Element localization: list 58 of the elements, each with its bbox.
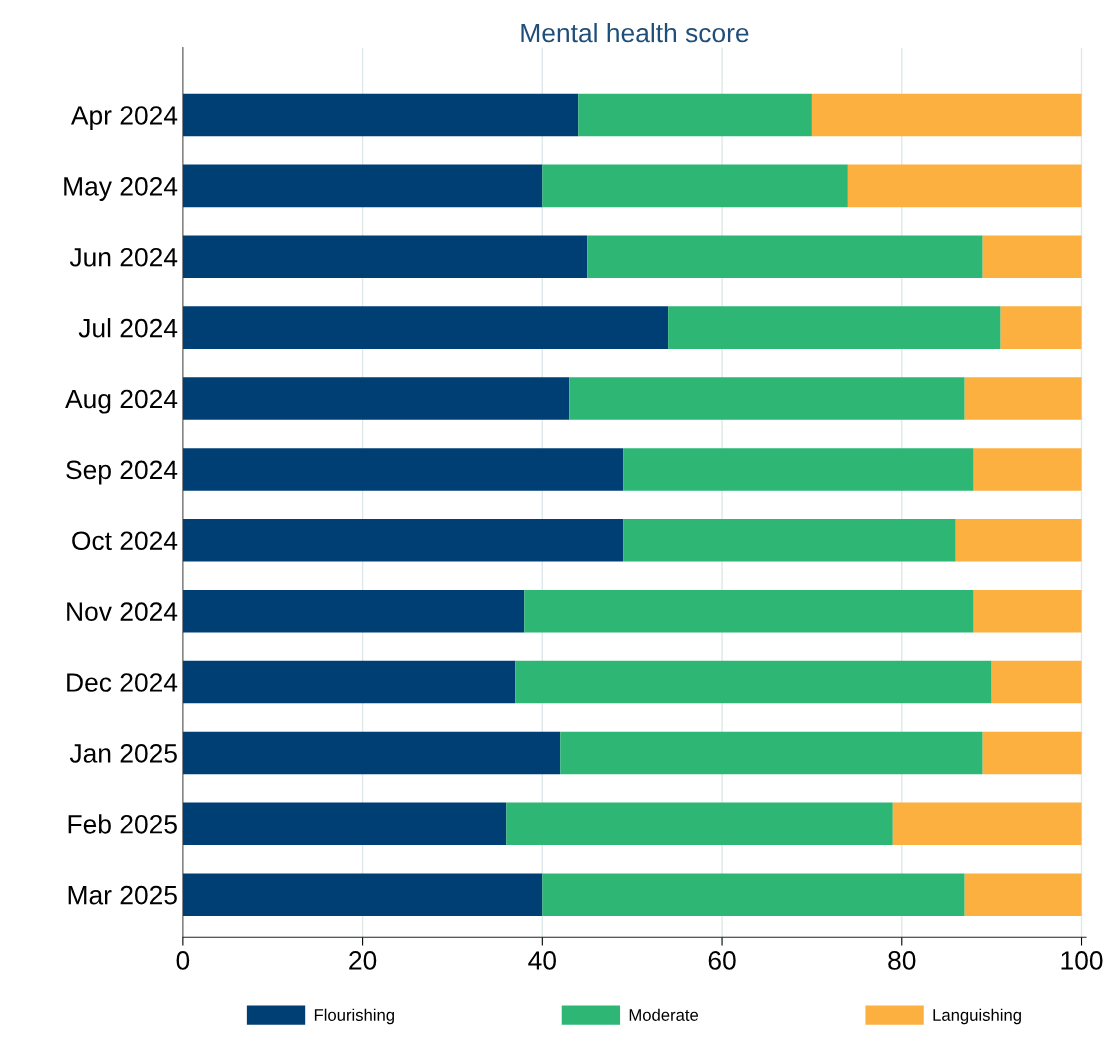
bar [892, 802, 1082, 846]
bar [587, 235, 983, 279]
bar [524, 589, 974, 633]
bar [623, 448, 974, 491]
bar [182, 873, 543, 916]
bar [569, 377, 965, 420]
bar [991, 660, 1082, 704]
bar [578, 93, 812, 137]
x-tick-label: 40 [528, 951, 556, 970]
bar [847, 164, 1082, 208]
bar [542, 873, 965, 916]
bar [982, 235, 1082, 279]
bar [182, 164, 543, 208]
bar [515, 660, 992, 704]
x-tick-label: 100 [1061, 951, 1103, 970]
legend-label: Languishing [933, 1008, 1021, 1025]
y-tick-label: Mar 2025 [68, 885, 177, 905]
bar [560, 731, 983, 775]
y-tick-label: Sep 2024 [66, 460, 178, 485]
bar [623, 519, 956, 562]
y-tick-label: Feb 2025 [68, 814, 177, 834]
bar [973, 448, 1082, 491]
x-tick-label: 60 [708, 951, 736, 970]
y-tick-label: Apr 2024 [70, 106, 178, 131]
bar [182, 731, 561, 775]
bar [542, 164, 848, 208]
y-tick-label: Dec 2024 [67, 673, 178, 692]
bar [982, 731, 1082, 775]
bar [182, 802, 507, 846]
legend-label: Moderate [629, 1008, 699, 1021]
y-tick-label: Jun 2024 [69, 247, 178, 267]
bar [973, 589, 1082, 633]
bar [506, 802, 893, 846]
bar [1000, 306, 1082, 349]
bar [182, 660, 516, 704]
bar [964, 377, 1082, 420]
x-tick-label: 80 [888, 951, 916, 970]
bar [964, 873, 1082, 916]
y-tick-label: Oct 2024 [72, 531, 178, 551]
x-tick-label: 20 [349, 951, 377, 970]
y-tick-label: Aug 2024 [65, 389, 178, 414]
bar [182, 93, 579, 137]
bar [668, 306, 1001, 349]
bar [182, 519, 624, 562]
bar [182, 306, 669, 349]
legend-label: Flourishing [314, 1008, 394, 1025]
bar [955, 519, 1082, 562]
bar [182, 589, 525, 633]
bar [182, 235, 588, 279]
y-tick-label: May 2024 [64, 177, 178, 201]
y-tick-label: Jul 2024 [78, 318, 178, 338]
y-tick-label: Nov 2024 [67, 602, 178, 621]
bar [182, 448, 624, 491]
bar [182, 377, 570, 420]
bar [811, 93, 1082, 137]
y-tick-label: Jan 2025 [69, 744, 177, 763]
chart-title: Mental health score [521, 22, 749, 43]
x-tick-label: 0 [176, 951, 190, 970]
